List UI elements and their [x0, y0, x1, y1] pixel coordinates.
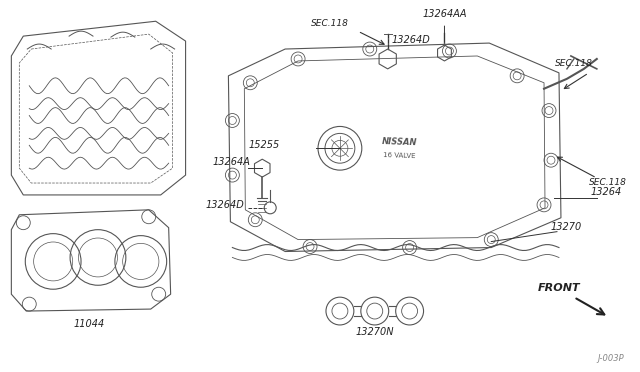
Text: 13264A: 13264A [212, 157, 250, 167]
Text: 13264D: 13264D [392, 35, 431, 45]
Text: 13264AA: 13264AA [422, 9, 467, 19]
Text: NISSAN: NISSAN [382, 137, 417, 147]
Text: SEC.118: SEC.118 [555, 59, 593, 68]
Text: 13264: 13264 [591, 187, 622, 197]
Text: 15255: 15255 [248, 140, 280, 150]
Text: 13270: 13270 [551, 222, 582, 232]
Text: 13264D: 13264D [205, 200, 244, 210]
Text: FRONT: FRONT [538, 283, 580, 293]
Text: 16 VALVE: 16 VALVE [383, 152, 416, 159]
Text: J-003P: J-003P [597, 354, 623, 363]
Text: 13270N: 13270N [355, 327, 394, 337]
Text: 11044: 11044 [74, 319, 104, 329]
Text: SEC.118: SEC.118 [311, 19, 349, 28]
Text: SEC.118: SEC.118 [589, 178, 627, 187]
